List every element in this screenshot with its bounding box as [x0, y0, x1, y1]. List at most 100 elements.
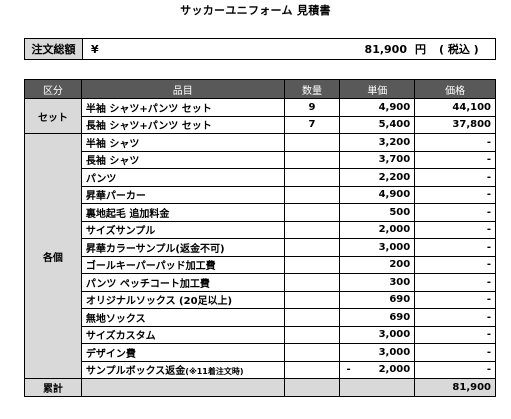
individual-table-row: ゴールキーパーパッド加工費 200- — [25, 255, 496, 274]
individual-table-row: パンツ ペッチコート加工費 300- — [25, 273, 496, 292]
sum-empty-qty — [283, 378, 341, 397]
header-unit-price: 単価 — [339, 79, 416, 99]
unit-price-cell: 4,900 — [339, 185, 416, 204]
unit-price-cell: 3,000 — [339, 325, 416, 344]
header-item: 品目 — [80, 79, 285, 99]
price-cell: - — [414, 220, 496, 239]
item-cell: オリジナルソックス (20足以上) — [80, 290, 285, 309]
header-quantity: 数量 — [283, 79, 341, 99]
individual-table-row: 無地ソックス 690- — [25, 308, 496, 327]
header-price: 価格 — [414, 79, 496, 99]
unit-price-cell: 200 — [339, 255, 416, 274]
quantity-cell[interactable] — [283, 185, 341, 204]
header-category: 区分 — [24, 79, 82, 99]
item-note: (※11着注文時) — [185, 367, 244, 377]
individual-table-row: サイズサンプル 2,000- — [25, 220, 496, 239]
unit-price-cell: 2,200 — [339, 168, 416, 187]
unit-price-cell: 4,900 — [339, 98, 416, 117]
price-cell: - — [414, 203, 496, 222]
price-cell: - — [414, 150, 496, 169]
unit-price-cell: 500 — [339, 203, 416, 222]
individual-table-row: 各個 半袖 シャツ 3,200- — [24, 133, 496, 379]
item-cell: 昇華カラーサンプル(返金不可) — [80, 238, 285, 257]
item-cell: デザイン費 — [80, 343, 285, 362]
price-cell: - — [414, 343, 496, 362]
quantity-cell[interactable] — [283, 150, 341, 169]
price-cell: - — [414, 325, 496, 344]
tax-included-note: ( 税込 ) — [439, 43, 479, 56]
individual-table-row: 裏地起毛 追加料金 500- — [25, 203, 496, 222]
quantity-cell[interactable]: 9 — [283, 98, 341, 117]
quote-table: 区分 品目 数量 単価 価格 セット 半袖 シャツ+パンツ セット 9 4,900 44… — [24, 79, 496, 397]
quantity-cell[interactable] — [283, 273, 341, 292]
unit-price-cell: - 2,000 — [339, 360, 416, 379]
unit-price-cell: 3,700 — [339, 150, 416, 169]
quantity-cell[interactable] — [283, 325, 341, 344]
unit-price-cell: 5,400 — [339, 115, 416, 134]
document-title: サッカーユニフォーム 見積書 — [180, 4, 331, 17]
item-cell: 長袖 シャツ — [80, 150, 285, 169]
individual-table-row: パンツ 2,200- — [25, 168, 496, 187]
item-label: サンプルボックス返金 — [85, 366, 186, 378]
item-cell: パンツ — [80, 168, 285, 187]
unit-price-cell: 690 — [339, 308, 416, 327]
price-cell: - — [414, 360, 496, 379]
quantity-cell[interactable] — [283, 238, 341, 257]
price-cell: - — [414, 308, 496, 327]
unit-price-cell: 2,000 — [339, 220, 416, 239]
quantity-cell[interactable] — [283, 290, 341, 309]
individual-table-row: サンプルボックス返金(※11着注文時) -2,000- — [25, 360, 496, 379]
quantity-cell[interactable]: 7 — [283, 115, 341, 134]
item-cell: 無地ソックス — [80, 308, 285, 327]
item-cell: サイズカスタム — [80, 325, 285, 344]
sum-label: 累計 — [24, 378, 82, 397]
item-cell: 裏地起毛 追加料金 — [80, 203, 285, 222]
price-cell: - — [414, 133, 496, 152]
individual-table-row: 昇華パーカー 4,900- — [25, 185, 496, 204]
item-cell: 半袖 シャツ — [80, 133, 285, 152]
quantity-cell[interactable] — [283, 203, 341, 222]
price-cell: - — [414, 255, 496, 274]
individual-table-row: デザイン費 3,000- — [25, 343, 496, 362]
price-cell: - — [414, 168, 496, 187]
category-cell-individual: 各個 — [24, 133, 82, 379]
price-cell: - — [414, 238, 496, 257]
individual-table-row: 昇華カラーサンプル(返金不可) 3,000- — [25, 238, 496, 257]
quantity-cell[interactable] — [283, 220, 341, 239]
header-row: 区分 品目 数量 単価 価格 — [24, 79, 496, 99]
order-total-unit: 円 — [415, 43, 426, 56]
quote-table-body: セット 半袖 シャツ+パンツ セット 9 4,900 44,100 長袖 シャツ+パンツ … — [24, 98, 496, 397]
order-total-label: 注文総額 — [25, 39, 83, 59]
individual-table-row: 長袖 シャツ 3,700- — [25, 150, 496, 169]
unit-price-cell: 3,200 — [339, 133, 416, 152]
order-total-amount: 81,900 — [364, 42, 407, 56]
item-cell: サイズサンプル — [80, 220, 285, 239]
individual-table-row: オリジナルソックス (20足以上) 690- — [25, 290, 496, 309]
unit-price-cell: 690 — [339, 290, 416, 309]
currency-symbol: ¥ — [91, 42, 99, 56]
price-cell: - — [414, 273, 496, 292]
item-cell: ゴールキーパーパッド加工費 — [80, 255, 285, 274]
sum-empty-unit-price — [339, 378, 416, 397]
item-cell: 昇華パーカー — [80, 185, 285, 204]
sum-price: 81,900 — [414, 378, 496, 397]
quantity-cell[interactable] — [283, 343, 341, 362]
quantity-cell[interactable] — [283, 133, 341, 152]
quantity-cell[interactable] — [283, 168, 341, 187]
sum-row: 累計 81,900 — [24, 378, 496, 397]
unit-price-cell: 300 — [339, 273, 416, 292]
sum-empty-item — [80, 378, 285, 397]
set-table-row: 長袖 シャツ+パンツ セット 7 5,400 37,800 — [25, 115, 496, 134]
price-cell: - — [414, 185, 496, 204]
individual-table-row: サイズカスタム 3,000- — [25, 325, 496, 344]
item-cell: 長袖 シャツ+パンツ セット — [80, 115, 285, 134]
quantity-cell[interactable] — [283, 360, 341, 379]
quantity-cell[interactable] — [283, 308, 341, 327]
negative-sign: - — [346, 364, 351, 376]
price-cell: 37,800 — [414, 115, 496, 134]
unit-price-cell: 3,000 — [339, 238, 416, 257]
quantity-cell[interactable] — [283, 255, 341, 274]
item-cell: パンツ ペッチコート加工費 — [80, 273, 285, 292]
set-table-row: セット 半袖 シャツ+パンツ セット 9 4,900 44,100 — [24, 98, 496, 134]
item-cell: サンプルボックス返金(※11着注文時) — [80, 360, 285, 379]
